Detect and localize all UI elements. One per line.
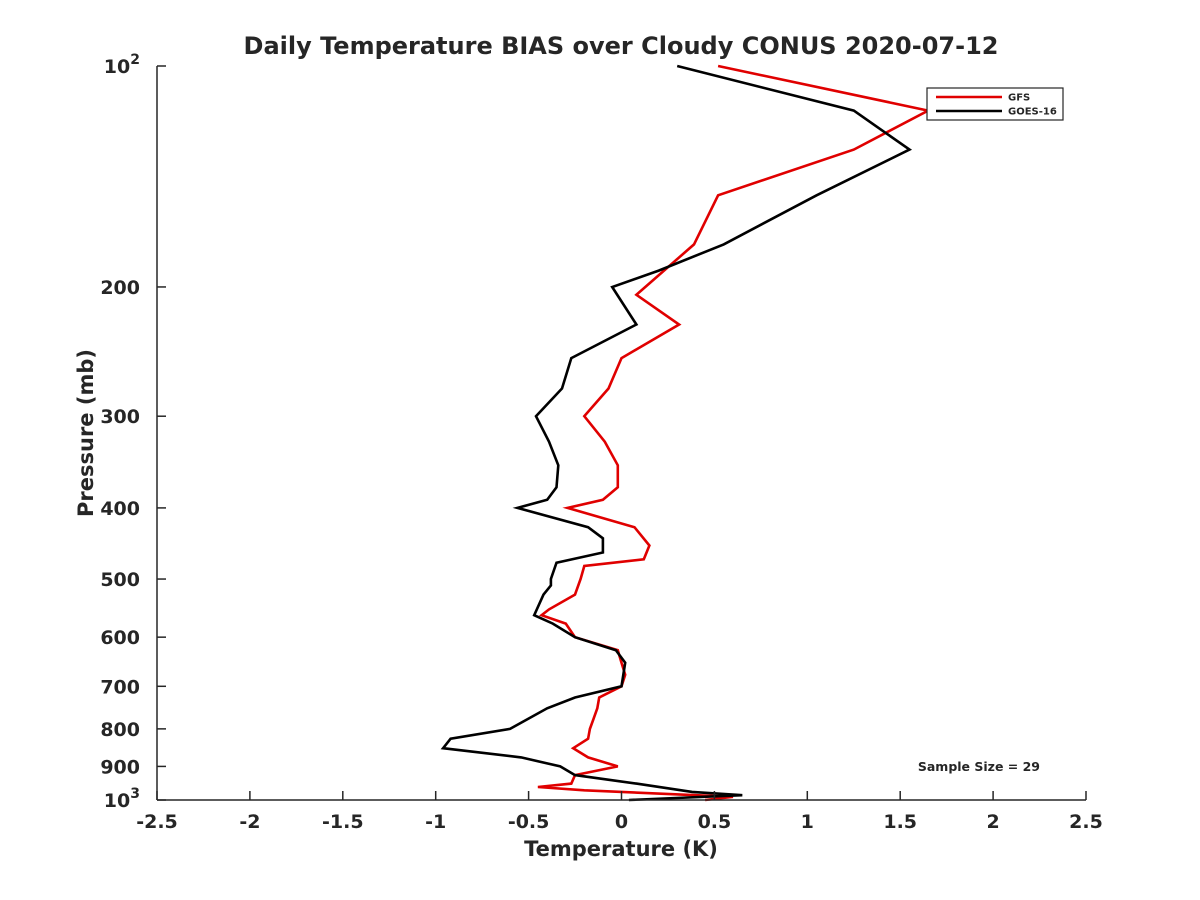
y-tick-label-exponent: 3: [130, 786, 140, 802]
y-tick-label-base: 600: [100, 627, 140, 649]
x-tick-label: 2: [986, 811, 999, 833]
x-axis-label: Temperature (K): [524, 837, 718, 861]
legend-label-goes16: GOES-16: [1008, 107, 1057, 118]
y-tick-label: 400: [100, 498, 140, 520]
y-tick-label: 300: [100, 406, 140, 428]
sample-size-annotation: Sample Size = 29: [918, 759, 1040, 774]
y-tick-label: 102: [104, 52, 140, 78]
series-line-gfs: [537, 64, 932, 802]
x-tick-label: 1.5: [883, 811, 917, 833]
y-tick-label: 103: [104, 786, 140, 812]
y-tick-label: 500: [100, 569, 140, 591]
x-tick-label: 2.5: [1069, 811, 1103, 833]
y-tick-label: 700: [100, 676, 140, 698]
y-tick-label: 900: [100, 756, 140, 778]
x-tick-label: 1: [801, 811, 814, 833]
series-line-goes16: [440, 64, 913, 802]
x-tick-label: -0.5: [508, 811, 550, 833]
y-tick-label: 800: [100, 719, 140, 741]
y-tick-label-base: 300: [100, 406, 140, 428]
x-tick-label: 0: [615, 811, 628, 833]
y-tick-label: 200: [100, 277, 140, 299]
legend-label-gfs: GFS: [1008, 93, 1030, 104]
y-tick-label-base: 900: [100, 756, 140, 778]
legend: GFS GOES-16: [926, 87, 1064, 121]
y-tick-label-base: 500: [100, 569, 140, 591]
y-tick-label-base: 10: [104, 790, 130, 812]
y-axis-label: Pressure (mb): [74, 349, 98, 517]
y-tick-label-base: 200: [100, 277, 140, 299]
x-axis-ticks: -2.5 -2 -1.5 -1 -0.5 0 0.5 1 1.5 2 2.5: [136, 791, 1103, 833]
x-tick-label: 0.5: [698, 811, 732, 833]
x-tick-label: -1: [425, 811, 446, 833]
legend-box: [926, 87, 1064, 121]
x-tick-label: -2: [239, 811, 260, 833]
plot-area: [440, 64, 932, 802]
chart-title: Daily Temperature BIAS over Cloudy CONUS…: [244, 32, 999, 60]
x-tick-label: -1.5: [322, 811, 364, 833]
y-tick-label-base: 10: [104, 56, 130, 78]
y-tick-label: 600: [100, 627, 140, 649]
y-tick-label-base: 800: [100, 719, 140, 741]
y-tick-label-base: 400: [100, 498, 140, 520]
y-tick-label-exponent: 2: [130, 52, 140, 68]
y-tick-label-base: 700: [100, 676, 140, 698]
x-tick-label: -2.5: [136, 811, 178, 833]
